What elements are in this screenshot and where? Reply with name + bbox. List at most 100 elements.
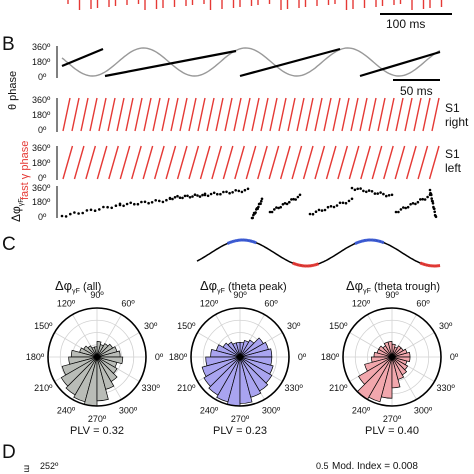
gamma-cycle	[341, 97, 350, 132]
rose-angle-label: 120º	[352, 298, 371, 308]
gamma-cycle	[360, 145, 371, 180]
dphi-point	[275, 206, 278, 209]
dphi-point	[125, 202, 129, 206]
theta-peak-highlight	[252, 240, 256, 244]
gamma-cycle	[206, 97, 215, 132]
gamma-cycle	[383, 145, 394, 180]
gamma-cycle	[260, 97, 269, 132]
dphi-point	[243, 188, 247, 192]
gamma-cycle	[296, 97, 305, 132]
dphi-point	[335, 204, 339, 207]
gamma-cycle	[350, 97, 359, 132]
dphi-point	[402, 206, 405, 209]
dphi-point	[198, 195, 202, 198]
rose-bar	[239, 356, 269, 392]
s1-left-label-2: left	[445, 161, 462, 175]
gamma-cycle	[73, 145, 85, 180]
dphi-tick-180: 180º	[32, 197, 51, 207]
gamma-cycle	[188, 97, 197, 132]
theta-peak-highlight	[381, 240, 385, 245]
dphi-point	[260, 197, 264, 201]
dphi-point	[338, 201, 342, 205]
dphi-point	[411, 202, 415, 205]
rose-angle-label: 30º	[439, 321, 453, 331]
dphi-point	[404, 206, 408, 210]
dphi-point	[225, 190, 228, 194]
dphi-point	[222, 190, 225, 194]
dphi-point	[434, 215, 438, 219]
rose-angle-label: 300º	[262, 406, 281, 416]
dphi-point	[209, 192, 213, 196]
rose-angle-label: 150º	[34, 321, 53, 331]
rose-angle-label: 60º	[416, 298, 430, 308]
dphi-point	[231, 191, 234, 194]
dphi-point	[406, 205, 410, 209]
gamma-cycle	[199, 145, 211, 180]
gamma-left-tick-0: 0º	[38, 173, 47, 183]
gamma-cycle	[62, 145, 74, 180]
dphi-point	[270, 210, 274, 214]
gamma-cycle	[125, 97, 134, 132]
dphi-point	[329, 205, 333, 208]
gamma-cycle	[62, 97, 71, 132]
dphi-point	[288, 200, 291, 204]
gamma-cycle	[165, 145, 177, 180]
dphi-point	[308, 212, 312, 216]
dphi-point	[118, 203, 122, 207]
panel-label-c: C	[2, 234, 16, 255]
rose-bar	[96, 356, 124, 365]
rose-angle-label: 270º	[88, 414, 107, 424]
gamma-cycle	[404, 97, 413, 132]
dphi-point	[332, 205, 336, 209]
dphi-point	[154, 199, 157, 202]
top-scale-label: 100 ms	[386, 17, 425, 31]
gamma-cycle	[314, 145, 326, 180]
dphi-point	[376, 192, 380, 195]
gamma-cycle	[305, 97, 314, 132]
gamma-cycle	[386, 97, 395, 132]
dphi-point	[359, 187, 362, 190]
dphi-point	[379, 191, 382, 194]
dphi-point	[133, 202, 136, 206]
gamma-cycle	[116, 97, 125, 132]
rose-outer-ring	[342, 307, 442, 407]
dphi-point	[433, 210, 437, 214]
gamma-cycle	[170, 97, 179, 132]
rose-bar	[239, 337, 264, 358]
dphi-point	[178, 196, 182, 199]
gamma-cycle	[302, 145, 314, 180]
dphi-point	[365, 190, 368, 194]
rose-angle-label: 60º	[264, 298, 278, 308]
gamma-cycle	[417, 145, 429, 180]
dphi-point	[240, 190, 244, 194]
dphi-point	[341, 201, 345, 205]
dphi-point	[298, 193, 302, 197]
dphi-point	[362, 189, 365, 193]
gamma-cycle	[394, 145, 406, 180]
dphi-point	[430, 197, 434, 200]
rose-title: ΔφγF (theta peak)	[200, 278, 287, 295]
rose-outer-ring	[190, 307, 290, 407]
gamma-cycle	[395, 97, 404, 132]
dphi-point	[259, 202, 262, 206]
theta-schematic	[196, 238, 441, 268]
dphi-point	[196, 194, 199, 197]
delta-phi-row: ΔφγF 360º 180º 0º	[9, 183, 438, 222]
polar-histogram-all: ΔφγF (all)90º 60º 30º 0º 330º 300º 270º 240º 210…	[26, 278, 164, 437]
rose-angle-label: 120º	[57, 298, 76, 308]
gamma-cycle	[215, 97, 224, 132]
dphi-point	[206, 194, 210, 198]
dphi-point	[428, 188, 432, 192]
theta-ylabel: θ phase	[7, 71, 19, 110]
theta-tick-180: 180º	[32, 57, 51, 67]
gamma-cycle	[314, 97, 323, 132]
gamma-cycle	[323, 97, 332, 132]
theta-peak-highlight	[226, 241, 230, 245]
dphi-point	[347, 199, 351, 203]
gamma-cycle	[368, 97, 377, 132]
rose-angle-label: 30º	[287, 321, 301, 331]
theta-phase-segment	[104, 49, 237, 78]
rose-angle-label: 240º	[352, 406, 371, 416]
dphi-point	[114, 204, 118, 207]
